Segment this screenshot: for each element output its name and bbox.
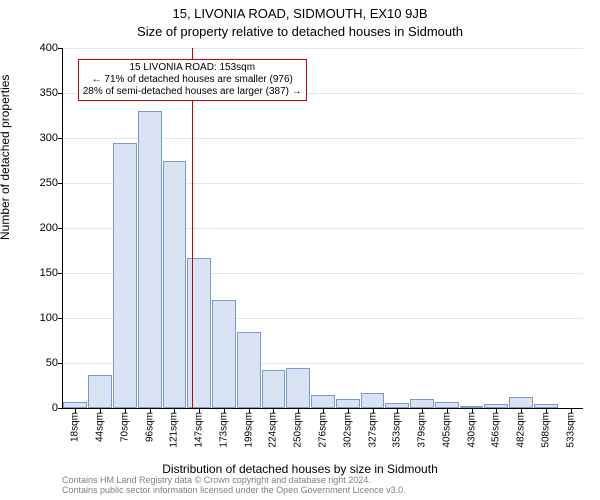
y-tick-mark — [58, 48, 63, 49]
bar — [237, 332, 261, 409]
bar — [187, 258, 211, 408]
credit-line2: Contains public sector information licen… — [62, 485, 406, 495]
y-tick-label: 250 — [0, 177, 58, 189]
x-tick-label: 379sqm — [417, 412, 428, 448]
y-tick-label: 400 — [0, 42, 58, 54]
y-tick-mark — [58, 138, 63, 139]
x-tick-label: 250sqm — [293, 412, 304, 448]
x-tick-label: 224sqm — [268, 412, 279, 448]
x-tick-label: 533sqm — [565, 412, 576, 448]
x-tick-label: 121sqm — [169, 412, 180, 448]
y-tick-mark — [58, 408, 63, 409]
y-tick-label: 0 — [0, 402, 58, 414]
annotation-line: 15 LIVONIA ROAD: 153sqm — [83, 62, 302, 74]
bar — [509, 397, 533, 408]
marker-line — [192, 48, 193, 408]
bar — [262, 370, 286, 408]
bar — [163, 161, 187, 409]
bar — [113, 143, 137, 409]
annotation-line: 28% of semi-detached houses are larger (… — [83, 86, 302, 98]
y-tick-mark — [58, 273, 63, 274]
y-tick-mark — [58, 228, 63, 229]
x-tick-label: 147sqm — [194, 412, 205, 448]
x-tick-label: 430sqm — [466, 412, 477, 448]
page-subtitle: Size of property relative to detached ho… — [0, 24, 600, 39]
bar — [336, 399, 360, 408]
bar — [361, 393, 385, 408]
annotation-box: 15 LIVONIA ROAD: 153sqm← 71% of detached… — [78, 59, 307, 101]
x-tick-label: 302sqm — [342, 412, 353, 448]
gridline — [63, 48, 583, 49]
y-tick-label: 350 — [0, 87, 58, 99]
bar — [311, 395, 335, 409]
x-tick-label: 508sqm — [540, 412, 551, 448]
x-tick-label: 18sqm — [70, 412, 81, 442]
y-tick-mark — [58, 363, 63, 364]
bar — [88, 375, 112, 408]
y-axis-label: Number of detached properties — [0, 75, 12, 240]
x-tick-label: 327sqm — [367, 412, 378, 448]
x-tick-label: 173sqm — [218, 412, 229, 448]
credit-line1: Contains HM Land Registry data © Crown c… — [62, 475, 371, 485]
x-tick-label: 96sqm — [144, 412, 155, 442]
bar — [212, 300, 236, 408]
y-tick-mark — [58, 93, 63, 94]
x-tick-label: 276sqm — [318, 412, 329, 448]
y-tick-label: 200 — [0, 222, 58, 234]
chart-container: 15, LIVONIA ROAD, SIDMOUTH, EX10 9JB Siz… — [0, 0, 600, 500]
credit-text: Contains HM Land Registry data © Crown c… — [62, 476, 406, 496]
y-tick-label: 100 — [0, 312, 58, 324]
plot-area: 18sqm44sqm70sqm96sqm121sqm147sqm173sqm19… — [62, 48, 583, 409]
y-tick-label: 50 — [0, 357, 58, 369]
annotation-line: ← 71% of detached houses are smaller (97… — [83, 74, 302, 86]
y-tick-mark — [58, 183, 63, 184]
x-tick-label: 482sqm — [516, 412, 527, 448]
bar — [138, 111, 162, 408]
y-tick-label: 150 — [0, 267, 58, 279]
x-tick-label: 44sqm — [95, 412, 106, 442]
x-tick-label: 405sqm — [441, 412, 452, 448]
x-tick-label: 353sqm — [392, 412, 403, 448]
y-tick-mark — [58, 318, 63, 319]
x-tick-label: 199sqm — [243, 412, 254, 448]
bar — [410, 399, 434, 408]
x-tick-label: 70sqm — [119, 412, 130, 442]
x-tick-label: 456sqm — [491, 412, 502, 448]
page-title: 15, LIVONIA ROAD, SIDMOUTH, EX10 9JB — [0, 6, 600, 21]
bar — [286, 368, 310, 409]
y-tick-label: 300 — [0, 132, 58, 144]
x-axis-label: Distribution of detached houses by size … — [0, 462, 600, 476]
